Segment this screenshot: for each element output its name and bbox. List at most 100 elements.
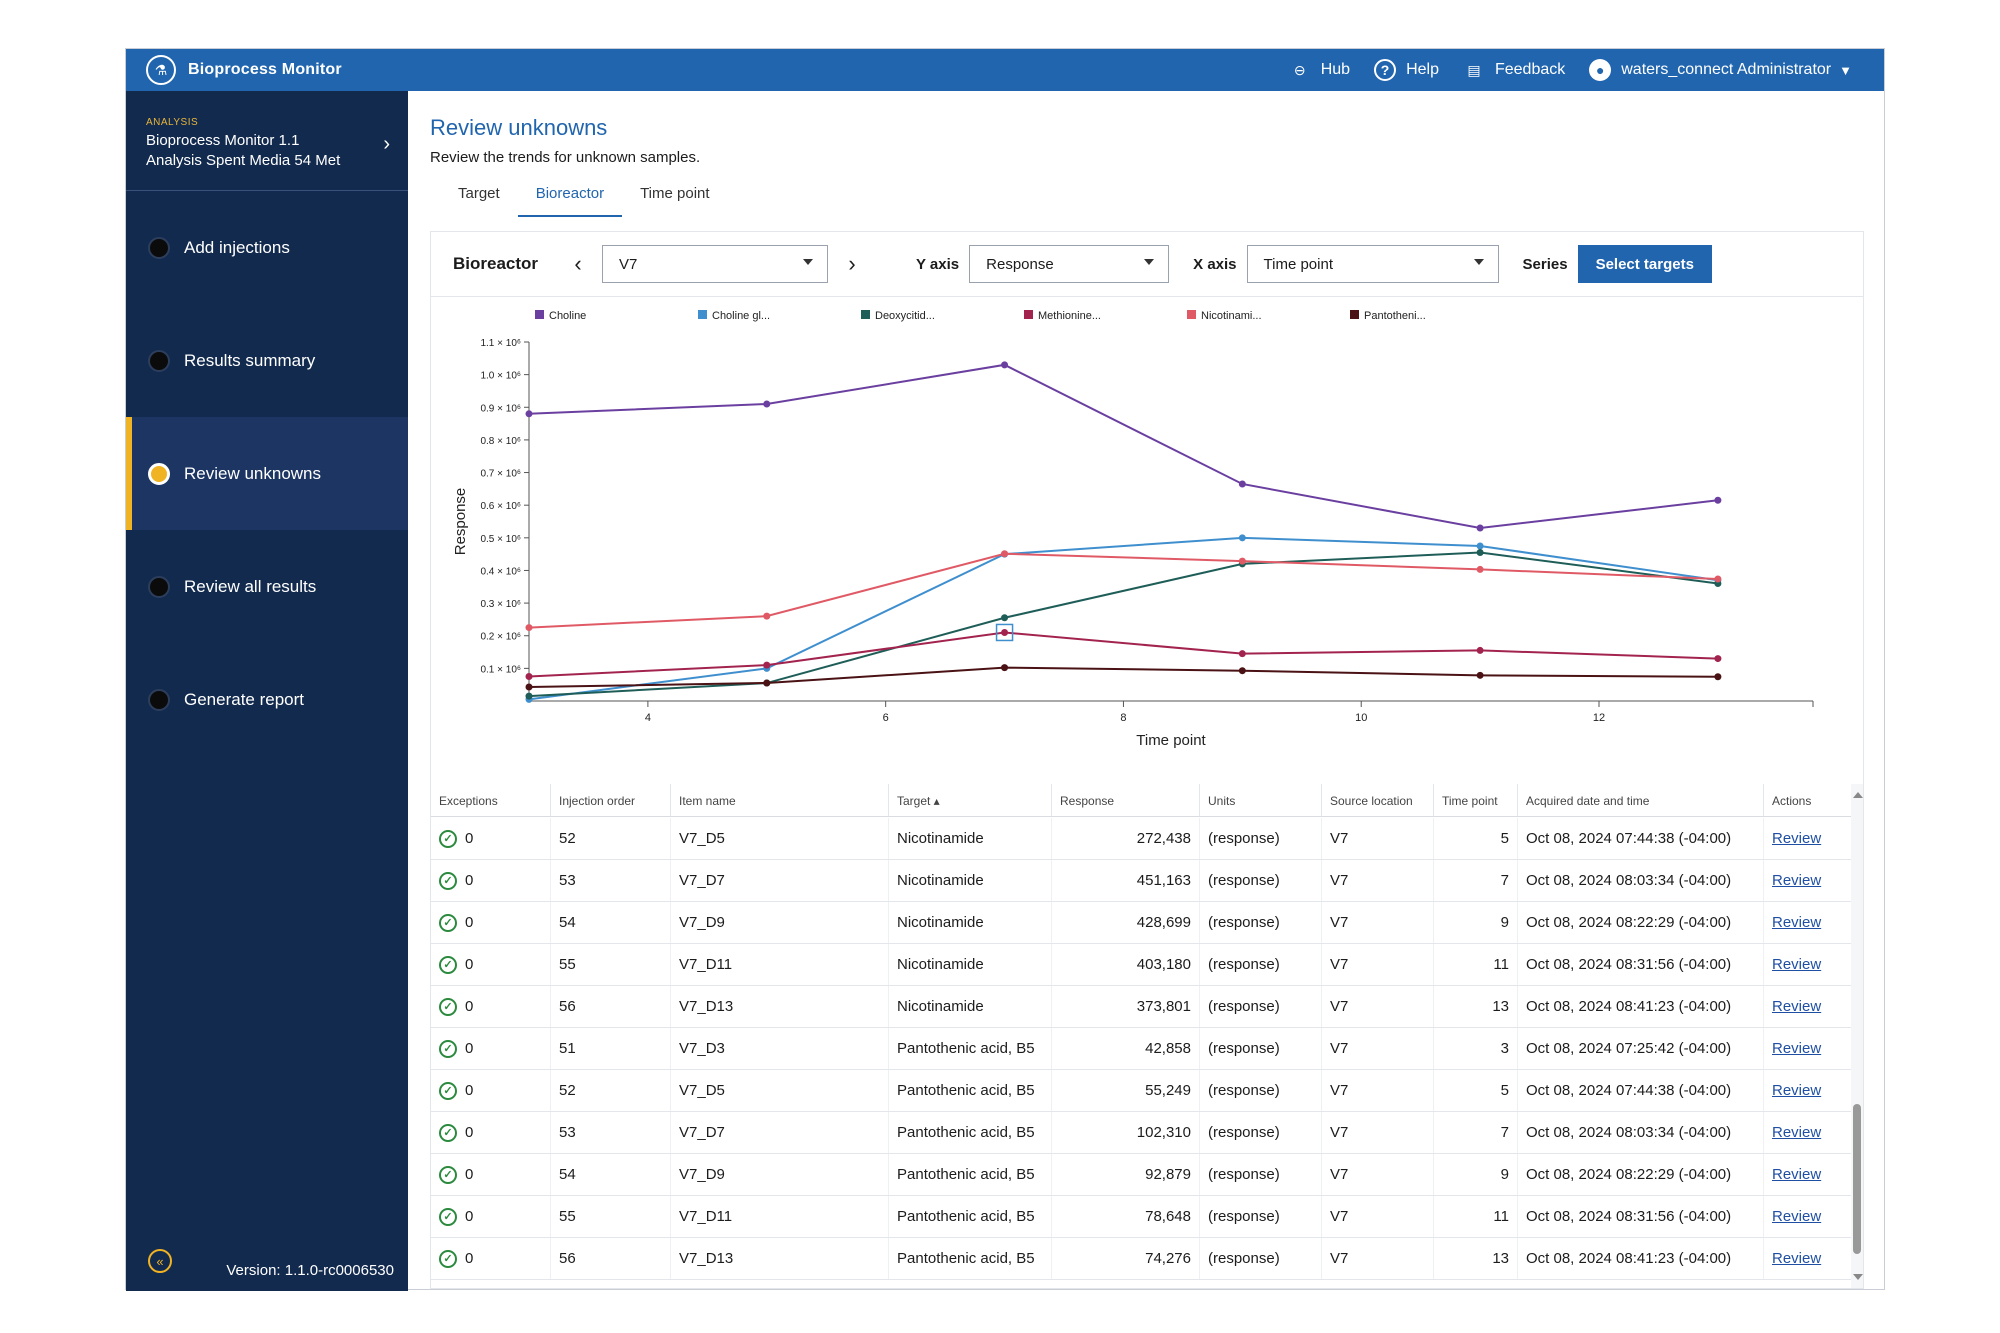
actions-cell[interactable]: Review	[1764, 902, 1853, 943]
step-icon	[148, 349, 170, 372]
check-circle-icon: ✓	[439, 1039, 457, 1058]
cell-text: V7	[1330, 872, 1349, 889]
y-tick-label: 1.0 × 10⁶	[480, 371, 521, 382]
nav-add-injections[interactable]: Add injections	[126, 191, 408, 304]
review-link[interactable]: Review	[1772, 1250, 1822, 1267]
review-link[interactable]: Review	[1772, 830, 1822, 847]
chevron-right-icon: ›	[383, 133, 390, 155]
user-menu[interactable]: ● waters_connect Administrator ▼	[1589, 59, 1852, 81]
help-link[interactable]: ? Help	[1374, 59, 1439, 81]
feedback-link[interactable]: ▤ Feedback	[1463, 59, 1565, 81]
exceptions-cell: ✓ 0	[431, 1238, 551, 1279]
review-link[interactable]: Review	[1772, 1208, 1822, 1225]
cell-text: 55	[559, 956, 576, 973]
scroll-thumb[interactable]	[1853, 1104, 1861, 1254]
column-header[interactable]: Item name	[671, 784, 889, 816]
cell-text: 0	[465, 914, 474, 931]
review-link[interactable]: Review	[1772, 1040, 1822, 1057]
exceptions-cell: ✓ 0	[431, 1028, 551, 1069]
nav-generate-report[interactable]: Generate report	[126, 643, 408, 756]
series-line	[528, 551, 1719, 698]
yaxis-select[interactable]: Response	[969, 245, 1170, 283]
time-point-cell: 11	[1434, 1196, 1518, 1237]
review-link[interactable]: Review	[1772, 872, 1822, 889]
review-link[interactable]: Review	[1772, 998, 1822, 1015]
review-link[interactable]: Review	[1772, 1166, 1822, 1183]
actions-cell[interactable]: Review	[1764, 1112, 1853, 1153]
column-header[interactable]: Response	[1052, 784, 1200, 816]
nav-review-all-results[interactable]: Review all results	[126, 530, 408, 643]
y-tick-label: 0.1 × 10⁶	[480, 664, 521, 675]
xaxis-select[interactable]: Time point	[1246, 245, 1499, 283]
table-row[interactable]: ✓ 0 53 V7_D7 Nicotinamide 451,163 (response) V7…	[431, 860, 1853, 902]
column-header[interactable]: Exceptions	[431, 784, 551, 816]
hub-link[interactable]: ⊖ Hub	[1289, 59, 1350, 81]
legend-swatch	[535, 310, 544, 319]
table-row[interactable]: ✓ 0 56 V7_D13 Pantothenic acid, B5 74,276 (res…	[431, 1238, 1853, 1280]
table-row[interactable]: ✓ 0 54 V7_D9 Nicotinamide 428,699 (response) V7…	[431, 902, 1853, 944]
tab-time-point[interactable]: Time point	[640, 185, 710, 202]
table-row[interactable]: ✓ 0 52 V7_D5 Nicotinamide 272,438 (response) V7…	[431, 818, 1853, 860]
actions-cell[interactable]: Review	[1764, 860, 1853, 901]
table-row[interactable]: ✓ 0 51 V7_D3 Pantothenic acid, B5 42,858 (resp…	[431, 1028, 1853, 1070]
scroll-up-icon[interactable]	[1853, 792, 1863, 798]
injection-order-cell: 55	[551, 944, 671, 985]
legend-label[interactable]: Pantotheni...	[1364, 310, 1426, 322]
actions-cell[interactable]: Review	[1764, 986, 1853, 1027]
actions-cell[interactable]: Review	[1764, 1154, 1853, 1195]
actions-cell[interactable]: Review	[1764, 818, 1853, 859]
review-link[interactable]: Review	[1772, 914, 1822, 931]
select-targets-button[interactable]: Select targets	[1577, 245, 1712, 283]
actions-cell[interactable]: Review	[1764, 1070, 1853, 1111]
tab-bioreactor[interactable]: Bioreactor	[517, 179, 623, 217]
column-header[interactable]: Source location	[1322, 784, 1434, 816]
scroll-down-icon[interactable]	[1853, 1274, 1863, 1280]
nav-results-summary[interactable]: Results summary	[126, 304, 408, 417]
cell-text: 0	[465, 1208, 474, 1225]
table-row[interactable]: ✓ 0 53 V7_D7 Pantothenic acid, B5 102,310 (res…	[431, 1112, 1853, 1154]
table-scrollbar[interactable]	[1851, 784, 1863, 1288]
step-active-icon	[148, 462, 170, 485]
table-row[interactable]: ✓ 0 55 V7_D11 Pantothenic acid, B5 78,648 (res…	[431, 1196, 1853, 1238]
column-header[interactable]: Target ▴	[889, 784, 1052, 816]
table-row[interactable]: ✓ 0 54 V7_D9 Pantothenic acid, B5 92,879 (resp…	[431, 1154, 1853, 1196]
analysis-subname: Analysis Spent Media 54 Met	[146, 152, 341, 169]
cell-text: 3	[1500, 1040, 1509, 1057]
brand[interactable]: ⚗ Bioprocess Monitor	[146, 55, 342, 85]
review-link[interactable]: Review	[1772, 956, 1822, 973]
table-row[interactable]: ✓ 0 56 V7_D13 Nicotinamide 373,801 (response) V…	[431, 986, 1853, 1028]
legend-label[interactable]: Choline gl...	[712, 310, 770, 322]
legend-label[interactable]: Deoxycitid...	[875, 310, 935, 322]
column-header[interactable]: Injection order	[551, 784, 671, 816]
acquired-date-cell: Oct 08, 2024 07:44:38 (-04:00)	[1518, 1070, 1764, 1111]
column-header[interactable]: Acquired date and time	[1518, 784, 1764, 816]
collapse-sidebar-icon[interactable]: «	[148, 1249, 172, 1273]
legend-label[interactable]: Methionine...	[1038, 310, 1101, 322]
bioreactor-select[interactable]: V7	[602, 245, 829, 283]
analysis-selector[interactable]: ANALYSIS Bioprocess Monitor 1.1 Analysis…	[126, 91, 408, 191]
actions-cell[interactable]: Review	[1764, 1028, 1853, 1069]
actions-cell[interactable]: Review	[1764, 1196, 1853, 1237]
cell-text: (response)	[1208, 1208, 1280, 1225]
feedback-icon: ▤	[1467, 61, 1481, 78]
actions-cell[interactable]: Review	[1764, 944, 1853, 985]
tab-target[interactable]: Target	[458, 185, 500, 202]
actions-cell[interactable]: Review	[1764, 1238, 1853, 1279]
table-row[interactable]: ✓ 0 55 V7_D11 Nicotinamide 403,180 (response) V…	[431, 944, 1853, 986]
item-name-cell: V7_D5	[671, 1070, 889, 1111]
response-cell: 428,699	[1052, 902, 1200, 943]
review-link[interactable]: Review	[1772, 1124, 1822, 1141]
legend-label[interactable]: Nicotinami...	[1201, 310, 1262, 322]
table-row[interactable]: ✓ 0 52 V7_D5 Pantothenic acid, B5 55,249 (resp…	[431, 1070, 1853, 1112]
top-bar: ⚗ Bioprocess Monitor ⊖ Hub ? Help ▤ Feed…	[126, 49, 1884, 91]
x-tick-label: 4	[645, 712, 651, 724]
chevron-left-icon[interactable]: ‹	[574, 251, 582, 276]
nav-review-unknowns[interactable]: Review unknowns	[126, 417, 408, 530]
legend-label[interactable]: Choline	[549, 310, 586, 322]
column-header[interactable]: Units	[1200, 784, 1322, 816]
chevron-right-icon[interactable]: ›	[848, 251, 856, 276]
cell-text: Pantothenic acid, B5	[897, 1208, 1035, 1225]
column-header[interactable]: Time point	[1434, 784, 1518, 816]
cell-text: V7_D7	[679, 872, 725, 889]
review-link[interactable]: Review	[1772, 1082, 1822, 1099]
